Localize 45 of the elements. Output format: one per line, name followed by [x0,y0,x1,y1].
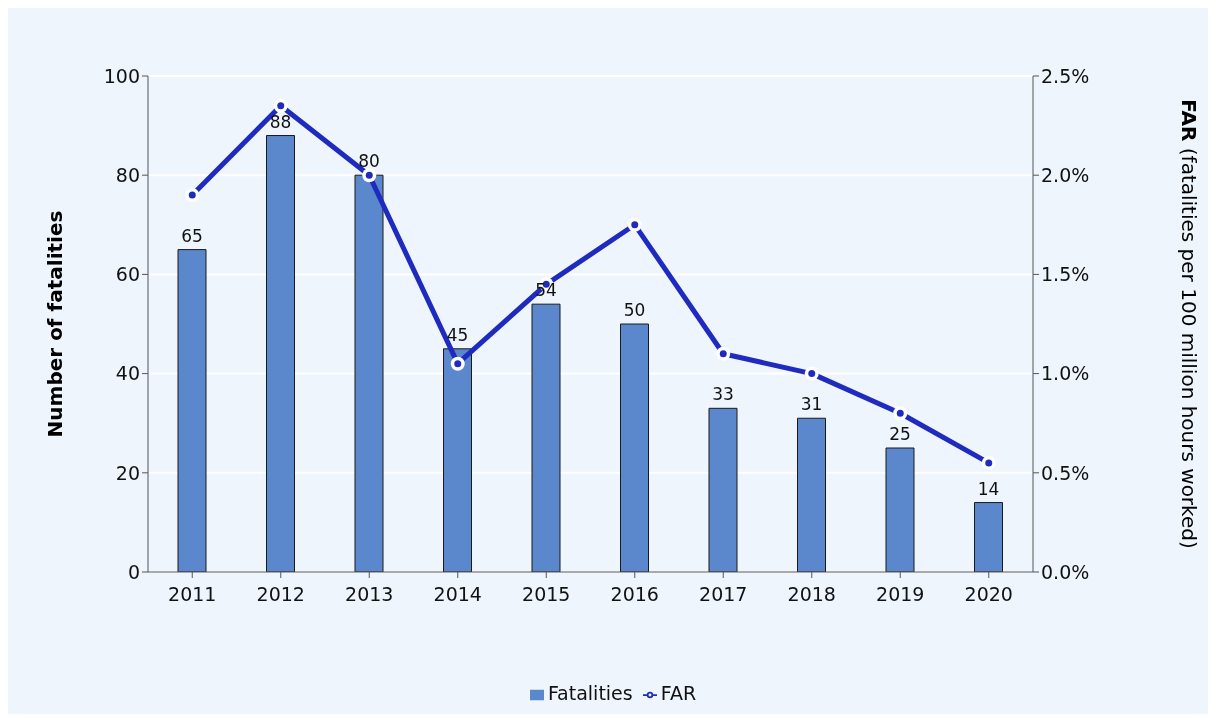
data-label: 88 [269,111,292,132]
legend-label: Fatalities [547,682,633,704]
data-label: 45 [446,324,469,345]
x-tick-label: 2019 [876,583,925,606]
x-tick-label: 2017 [699,583,748,606]
data-label: 14 [977,478,1000,499]
data-label: 65 [181,225,203,246]
x-tick-label: 2016 [610,583,659,606]
data-label: 33 [712,384,734,405]
bar [974,502,1003,572]
x-tick-label: 2018 [787,583,836,606]
x-tick-label: 2013 [345,583,394,606]
x-tick-label: 2015 [522,583,571,606]
data-label: 80 [358,151,380,172]
data-label: 50 [623,300,646,320]
bar [266,135,295,572]
bar [531,303,561,572]
y2-tick-label: 0.0% [1041,560,1090,583]
bar [885,447,915,572]
y-axis-title: Number of fatalities [43,210,67,438]
y-tick-label: 20 [115,461,140,484]
y-tick-label: 0 [127,560,140,583]
data-label: 31 [800,394,823,415]
y-tick-label: 80 [115,163,140,186]
data-label: 25 [889,424,911,444]
y-tick-label: 100 [103,64,140,87]
y2-tick-label: 2.0% [1041,163,1090,186]
bar [708,407,738,572]
x-tick-label: 2011 [168,583,217,606]
legend-label: FAR [660,682,697,704]
y2-tick-label: 1.5% [1041,263,1090,286]
x-tick-label: 2020 [964,583,1013,606]
x-tick-label: 2014 [433,583,482,606]
y2-tick-label: 1.0% [1041,362,1090,385]
y2-tick-label: 2.5% [1041,64,1090,87]
bar [443,348,472,572]
y2-tick-label: 0.5% [1041,461,1090,484]
bar [354,174,384,572]
x-tick-label: 2012 [256,583,305,606]
bar [620,323,649,572]
y-tick-label: 40 [115,362,140,385]
bar [177,249,207,572]
bar [797,417,826,572]
y2-axis-title: FAR (fatalities per 100 million hours worked) [1177,99,1201,549]
y-tick-label: 60 [115,263,140,286]
